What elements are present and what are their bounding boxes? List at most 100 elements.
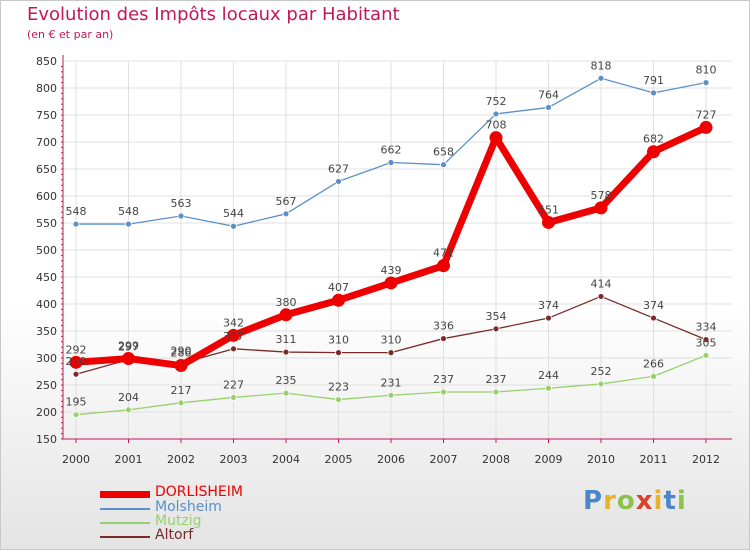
- data-label-altorf: 310: [328, 334, 349, 347]
- point-altorf: [440, 335, 447, 342]
- point-mutzig: [492, 388, 500, 396]
- point-molsheim: [72, 220, 80, 228]
- x-tick-label: 2003: [220, 453, 248, 466]
- data-label-altorf: 290: [171, 344, 192, 357]
- y-tick-label: 700: [36, 136, 57, 149]
- data-label-molsheim: 810: [696, 64, 717, 77]
- data-label-mutzig: 217: [171, 384, 192, 397]
- y-tick-label: 200: [36, 406, 57, 419]
- y-tick-label: 750: [36, 109, 57, 122]
- data-label-altorf: 297: [118, 341, 139, 354]
- data-label-molsheim: 548: [118, 205, 139, 218]
- data-label-altorf: 374: [538, 299, 559, 312]
- x-tick-label: 2010: [587, 453, 615, 466]
- point-altorf: [72, 370, 80, 378]
- axes: 150 200 250 300 350 400 450 500 550 600 650 700 750 8…: [36, 55, 732, 466]
- y-tick-label: 250: [36, 379, 57, 392]
- x-tick-label: 2006: [377, 453, 405, 466]
- point-dorlisheim: [594, 201, 608, 215]
- logo-letter: r: [603, 486, 617, 516]
- data-label-mutzig: 235: [276, 374, 297, 387]
- data-label-dorlisheim: 380: [276, 296, 297, 309]
- data-label-altorf: 374: [643, 299, 664, 312]
- logo-letter: i: [676, 486, 687, 516]
- data-label-altorf: 310: [381, 334, 402, 347]
- data-label-mutzig: 252: [591, 365, 612, 378]
- y-tick-label: 550: [36, 217, 57, 230]
- point-molsheim: [650, 89, 657, 97]
- logo-letter: x: [635, 486, 654, 516]
- point-mutzig: [72, 411, 80, 419]
- legend-label-altorf: Altorf: [155, 527, 194, 543]
- point-molsheim: [702, 79, 710, 86]
- chart-title: Evolution des Impôts locaux par Habitant: [27, 4, 400, 25]
- data-label-altorf: 334: [696, 321, 717, 334]
- data-label-dorlisheim: 342: [223, 316, 244, 329]
- data-label-dorlisheim: 708: [486, 119, 507, 132]
- proxiti-logo: Proxiti: [583, 486, 687, 516]
- y-tick-label: 150: [36, 433, 57, 446]
- chart-subtitle: (en € et par an): [27, 28, 114, 41]
- logo-letter: i: [653, 486, 664, 516]
- point-dorlisheim: [699, 120, 713, 134]
- data-label-dorlisheim: 471: [433, 247, 454, 260]
- data-label-altorf: 354: [486, 310, 507, 323]
- legend-swatch-molsheim: [100, 508, 150, 510]
- data-label-mutzig: 237: [433, 373, 454, 386]
- point-molsheim: [282, 210, 290, 218]
- data-label-molsheim: 548: [66, 205, 87, 218]
- data-label-dorlisheim: 407: [328, 281, 349, 294]
- point-altorf: [545, 314, 552, 322]
- point-molsheim: [387, 159, 395, 166]
- legend-swatch-altorf: [100, 536, 150, 538]
- point-mutzig: [230, 394, 237, 401]
- y-tick-label: 600: [36, 190, 57, 203]
- point-molsheim: [125, 220, 132, 228]
- point-mutzig: [702, 351, 710, 359]
- point-altorf: [387, 349, 395, 357]
- data-label-altorf: 270: [66, 355, 87, 368]
- data-label-dorlisheim: 292: [66, 343, 87, 356]
- data-label-mutzig: 244: [538, 369, 559, 382]
- point-molsheim: [177, 212, 185, 220]
- x-tick-label: 2008: [482, 453, 510, 466]
- point-mutzig: [440, 388, 447, 396]
- point-dorlisheim: [122, 352, 135, 366]
- point-dorlisheim: [69, 355, 83, 369]
- point-dorlisheim: [174, 359, 188, 373]
- y-tick-label: 450: [36, 271, 57, 284]
- logo-letter: P: [583, 486, 604, 516]
- data-label-mutzig: 223: [328, 381, 349, 394]
- data-label-molsheim: 752: [486, 95, 507, 108]
- y-tick-label: 300: [36, 352, 57, 365]
- point-altorf: [597, 293, 605, 300]
- legend-label-dorlisheim: DORLISHEIM: [155, 484, 243, 500]
- data-label-molsheim: 627: [328, 162, 349, 175]
- data-label-dorlisheim: 578: [591, 189, 612, 202]
- data-label-mutzig: 227: [223, 378, 244, 391]
- logo-letter: o: [616, 486, 636, 516]
- x-tick-label: 2000: [62, 453, 90, 466]
- point-dorlisheim: [279, 308, 293, 322]
- point-mutzig: [177, 399, 185, 407]
- legend-swatch-mutzig: [100, 522, 150, 524]
- data-label-dorlisheim: 551: [538, 203, 559, 216]
- data-label-altorf: 317: [223, 330, 244, 343]
- data-label-altorf: 414: [591, 277, 612, 290]
- x-tick-label: 2007: [430, 453, 458, 466]
- y-tick-label: 850: [36, 55, 57, 68]
- data-label-molsheim: 791: [643, 74, 664, 87]
- data-labels: 292 299 286 342 380 407 439 471 708 551 578 682 727 5…: [66, 59, 717, 408]
- point-molsheim: [440, 161, 447, 169]
- point-dorlisheim: [647, 145, 660, 159]
- x-tick-label: 2001: [115, 453, 143, 466]
- data-label-dorlisheim: 682: [643, 133, 664, 146]
- point-molsheim: [230, 222, 237, 230]
- data-label-dorlisheim: 286: [171, 347, 192, 360]
- y-tick-label: 500: [36, 244, 57, 257]
- y-tick-label: 800: [36, 82, 57, 95]
- data-label-dorlisheim: 727: [696, 108, 717, 121]
- data-label-molsheim: 764: [538, 88, 559, 101]
- point-altorf: [702, 336, 710, 344]
